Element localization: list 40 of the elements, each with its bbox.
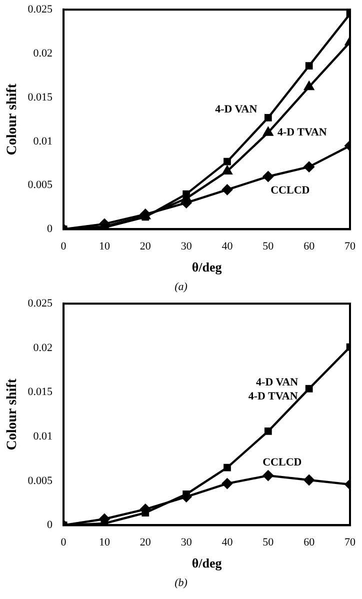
y-tick-label: 0.025 — [28, 3, 54, 16]
y-tick-label: 0.01 — [33, 135, 53, 148]
x-tick-label: 20 — [140, 240, 152, 253]
y-tick-label: 0.02 — [33, 47, 53, 60]
series-label: CCLCD — [262, 456, 302, 468]
x-tick-label: 10 — [98, 240, 110, 253]
x-axis-title: θ/deg — [192, 556, 222, 571]
y-tick-label: 0 — [47, 223, 54, 236]
y-tick-label: 0.005 — [28, 474, 54, 487]
text: (a) — [174, 280, 188, 294]
series-label: CCLCD — [270, 184, 310, 196]
y-tick-label: 0.01 — [33, 430, 53, 442]
y-tick-label: 0.015 — [28, 91, 54, 104]
x-axis-title: θ/deg — [192, 260, 222, 275]
y-tick-label: 0.02 — [33, 342, 53, 354]
x-tick-label: 60 — [304, 536, 316, 549]
x-tick-label: 60 — [304, 240, 316, 253]
x-tick-label: 70 — [344, 536, 356, 549]
y-tick-label: 0.025 — [28, 297, 54, 310]
x-tick-label: 0 — [60, 536, 67, 549]
x-tick-label: 50 — [262, 240, 274, 253]
x-tick-label: 40 — [222, 240, 234, 253]
x-tick-label: 20 — [140, 536, 152, 549]
x-tick-label: 30 — [180, 240, 192, 253]
y-axis-title: Colour shift — [5, 378, 20, 450]
series-label: 4-D VAN — [215, 103, 258, 116]
series-label: 4-D TVAN — [277, 126, 327, 138]
y-tick-label: 0.015 — [28, 386, 54, 398]
x-tick-label: 30 — [180, 536, 192, 549]
x-tick-label: 50 — [262, 536, 274, 549]
y-tick-label: 0 — [47, 519, 54, 532]
series-label: 4-D VAN — [256, 376, 298, 389]
x-tick-label: 70 — [344, 240, 356, 253]
legend-label: 4-D TVAN — [248, 390, 298, 403]
x-tick-label: 40 — [222, 536, 234, 549]
y-tick-label: 0.005 — [28, 179, 54, 192]
x-tick-label: 0 — [60, 240, 67, 253]
y-axis-title: Colour shift — [5, 83, 20, 156]
x-tick-label: 10 — [98, 536, 110, 549]
text: (b) — [174, 576, 188, 590]
